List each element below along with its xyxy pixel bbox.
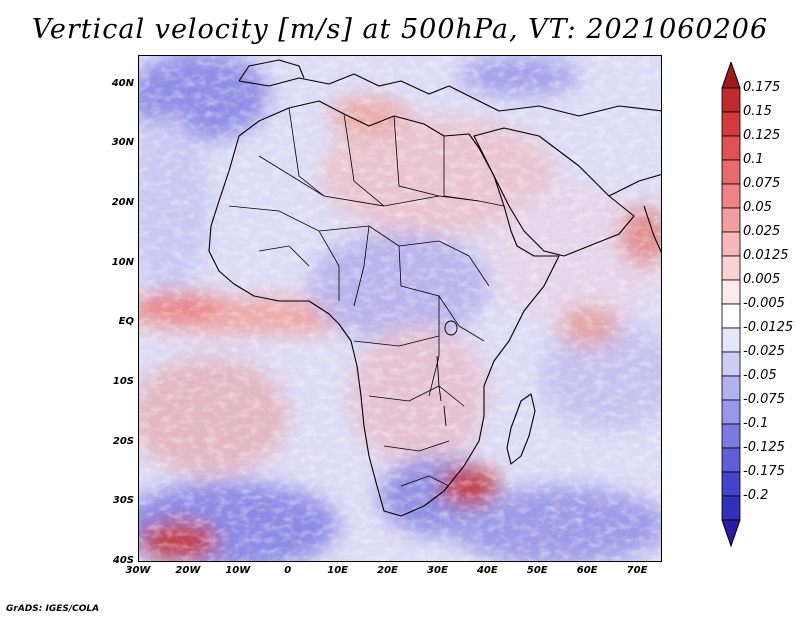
- lon-tick-label: 60E: [576, 565, 598, 576]
- colorbar-level-label: 0.175: [743, 80, 781, 95]
- lon-tick-label: 40E: [476, 565, 498, 576]
- colorbar-swatch: [721, 231, 741, 257]
- colorbar-swatch: [721, 447, 741, 473]
- colorbar-swatch: [721, 279, 741, 305]
- colorbar-swatch: [721, 375, 741, 401]
- lat-tick-label: 40N: [111, 77, 134, 89]
- colorbar-level-label: 0.1: [743, 152, 764, 167]
- arabia-coastline: [473, 127, 635, 257]
- colorbar-upper-arrow: [721, 62, 741, 89]
- lat-tick-label: 10N: [111, 256, 134, 268]
- lon-tick-label: 30E: [427, 565, 448, 576]
- colorbar: [721, 62, 741, 548]
- colorbar-level-label: -0.005: [743, 296, 785, 311]
- lat-tick-label: 20N: [111, 197, 134, 209]
- colorbar-swatch: [721, 135, 741, 161]
- lon-tick-label: 0: [284, 565, 292, 576]
- colorbar-level-label: -0.2: [743, 488, 769, 503]
- colorbar-level-label: 0.025: [743, 224, 781, 239]
- grads-credit: GrADS: IGES/COLA: [6, 604, 100, 614]
- colorbar-swatch: [721, 159, 741, 185]
- lat-tick-label: 10S: [112, 376, 134, 388]
- field-texture-red: [139, 56, 661, 561]
- colorbar-level-label: -0.175: [743, 464, 785, 479]
- colorbar-level-label: -0.075: [743, 392, 785, 407]
- colorbar-level-label: -0.05: [743, 368, 777, 383]
- colorbar-swatch: [721, 423, 741, 449]
- madagascar-coastline: [506, 393, 536, 465]
- colorbar-swatch: [721, 111, 741, 137]
- asia-coastline: [608, 174, 661, 197]
- colorbar-swatch: [721, 87, 741, 113]
- colorbar-level-label: 0.075: [743, 176, 781, 191]
- map-panel: [138, 55, 662, 562]
- velocity-field-map: [139, 56, 661, 561]
- colorbar-level-label: -0.125: [743, 440, 785, 455]
- lat-tick-label: 40S: [112, 555, 134, 566]
- colorbar-level-label: 0.005: [743, 272, 781, 287]
- india-coastline: [643, 205, 661, 253]
- colorbar-swatch: [721, 207, 741, 233]
- europe-coastline: [238, 73, 661, 117]
- lat-tick-label: 20S: [112, 435, 134, 447]
- colorbar-level-label: -0.0125: [743, 320, 794, 335]
- lon-tick-label: 70E: [626, 565, 648, 576]
- colorbar-level-label: -0.1: [743, 416, 769, 431]
- lat-tick-label: 30N: [111, 137, 134, 149]
- colorbar-swatch: [721, 351, 741, 377]
- colorbar-swatch: [721, 183, 741, 209]
- coastlines: [208, 59, 661, 517]
- lon-tick-label: 50E: [526, 565, 548, 576]
- colorbar-swatch: [721, 255, 741, 281]
- lon-tick-label: 30W: [125, 565, 151, 576]
- lat-tick-label: EQ: [118, 316, 134, 328]
- lon-tick-label: 10E: [327, 565, 348, 576]
- iberia-coastline: [238, 59, 305, 82]
- colorbar-level-label: 0.0125: [743, 248, 789, 263]
- colorbar-level-label: 0.05: [743, 200, 772, 215]
- colorbar-swatch: [721, 399, 741, 425]
- lon-tick-label: 10W: [225, 565, 251, 576]
- colorbar-swatch: [721, 495, 741, 521]
- lat-tick-label: 30S: [112, 495, 134, 507]
- colorbar-level-label: 0.15: [743, 104, 772, 119]
- africa-coastline: [208, 100, 560, 517]
- colorbar-swatch: [721, 327, 741, 353]
- map-title: Vertical velocity [m/s] at 500hPa, VT: 2…: [31, 14, 769, 45]
- lon-tick-label: 20E: [377, 565, 398, 576]
- country-borders: [228, 107, 505, 487]
- colorbar-swatch: [721, 303, 741, 329]
- colorbar-level-label: 0.125: [743, 128, 781, 143]
- colorbar-lower-arrow: [721, 519, 741, 548]
- lakes: [436, 320, 458, 427]
- colorbar-swatch: [721, 471, 741, 497]
- colorbar-level-label: -0.025: [743, 344, 785, 359]
- lon-tick-label: 20W: [175, 565, 201, 576]
